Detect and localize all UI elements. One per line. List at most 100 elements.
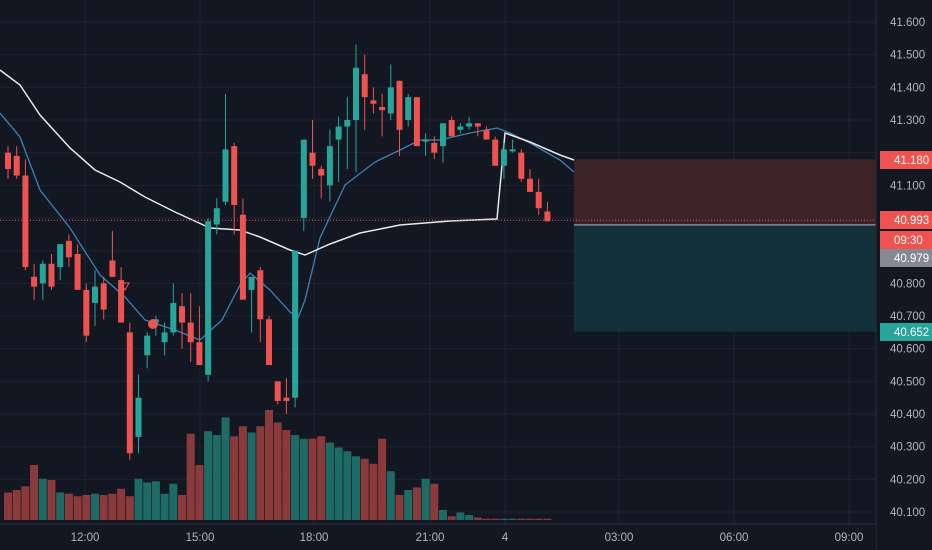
volume-bar xyxy=(430,483,439,520)
time-axis-label: 18:00 xyxy=(300,532,329,544)
volume-bar xyxy=(212,435,221,520)
volume-bar xyxy=(386,471,395,520)
candle-body xyxy=(144,335,151,356)
ema-fast-line xyxy=(0,112,575,341)
volume-bar xyxy=(491,518,500,520)
price-scale[interactable] xyxy=(876,0,932,550)
price-axis-label: 40.600 xyxy=(890,344,925,356)
candle-body xyxy=(448,120,455,137)
candle-body xyxy=(239,214,246,300)
candle-body xyxy=(57,244,64,268)
candles xyxy=(5,44,551,460)
position-zones[interactable] xyxy=(574,159,876,332)
candle-body xyxy=(109,260,116,277)
time-axis-label: 12:00 xyxy=(71,532,100,544)
candle-body xyxy=(370,100,377,104)
candle-body xyxy=(387,87,394,114)
candle-body xyxy=(518,152,525,179)
time-axis-labels: 12:00 15:00 18:00 21:00 4 03:00 06:00 09:00 xyxy=(71,532,864,544)
candle-body xyxy=(39,263,46,284)
candle-body xyxy=(379,106,386,111)
countdown-price-tag: 09:30 xyxy=(880,231,932,249)
time-axis-label: 06:00 xyxy=(720,532,749,544)
candle-body xyxy=(126,332,133,454)
candle-body xyxy=(248,276,255,290)
candle-body xyxy=(22,175,29,268)
candle-body xyxy=(396,80,403,130)
candle-body xyxy=(196,342,203,366)
volume-bar xyxy=(230,436,239,520)
volume-bar xyxy=(282,430,291,520)
volume-bar xyxy=(526,518,534,520)
candle-body xyxy=(92,286,98,303)
candle-body xyxy=(74,253,81,290)
ema-slow-line xyxy=(0,69,575,256)
moving-averages xyxy=(0,69,575,341)
candle-body xyxy=(500,149,507,166)
volume-bar xyxy=(299,438,308,520)
price-tag-bg xyxy=(880,249,932,267)
price-axis-label: 40.700 xyxy=(890,311,925,323)
volume-bar xyxy=(169,483,178,520)
time-axis-label: 03:00 xyxy=(605,532,634,544)
candle-body xyxy=(509,149,516,152)
candle-body xyxy=(83,289,90,336)
volume-bar xyxy=(108,493,117,520)
candle-body xyxy=(213,208,220,225)
volume-bar xyxy=(186,433,195,520)
candle-body xyxy=(344,120,351,127)
volume-bar xyxy=(534,518,543,520)
candle-body xyxy=(527,178,533,192)
price-tag-bg xyxy=(880,151,932,169)
volume-bars xyxy=(4,410,552,520)
volume-bar xyxy=(378,438,387,520)
price-tags: 41.180 40.993 09:30 40.979 40.652 xyxy=(880,151,932,341)
price-axis-label: 40.200 xyxy=(890,474,925,486)
candle-body xyxy=(353,67,359,121)
candle-body xyxy=(170,302,177,333)
signal-triangle-icon xyxy=(120,282,130,292)
price-axis-label: 40.100 xyxy=(890,507,925,519)
volume-bar xyxy=(56,492,65,520)
volume-bar xyxy=(543,518,552,520)
price-tag-label: 40.979 xyxy=(894,253,929,265)
candle-body xyxy=(13,155,20,176)
volume-bar xyxy=(204,431,213,520)
candle-body xyxy=(187,322,194,343)
stop-loss-price-tag: 41.180 xyxy=(880,151,932,169)
volume-bar xyxy=(4,492,12,520)
candle-body xyxy=(431,142,438,153)
candle-body xyxy=(283,397,290,401)
volume-bar xyxy=(482,518,491,520)
volume-bar xyxy=(265,410,273,520)
volume-bar xyxy=(499,518,508,520)
entry-price-tag: 40.979 xyxy=(880,249,932,267)
candle-body xyxy=(118,280,125,323)
volume-bar xyxy=(238,426,247,520)
candle-body xyxy=(231,146,238,205)
volume-bar xyxy=(360,458,369,520)
volume-bar xyxy=(12,490,21,520)
time-scale[interactable] xyxy=(0,524,876,550)
candle-body xyxy=(492,139,499,166)
price-tag-bg xyxy=(880,231,932,249)
candle-body xyxy=(135,397,142,437)
volume-bar xyxy=(404,490,413,520)
price-axis-label: 41.400 xyxy=(890,82,925,94)
volume-bar xyxy=(456,512,465,520)
volume-bar xyxy=(247,432,256,520)
volume-bar xyxy=(117,488,126,520)
time-axis-label: 15:00 xyxy=(186,532,215,544)
price-tag-label: 40.993 xyxy=(894,215,929,227)
candle-body xyxy=(205,221,212,375)
candle-body xyxy=(292,250,299,398)
take-profit-price-tag: 40.652 xyxy=(880,323,932,341)
price-axis-label: 41.100 xyxy=(890,180,925,192)
signal-markers xyxy=(120,282,158,329)
price-axis-label: 40.400 xyxy=(890,409,925,421)
candle-body xyxy=(440,123,446,147)
volume-bar xyxy=(21,486,30,520)
candle-body xyxy=(335,126,342,140)
candle-body xyxy=(100,283,107,310)
